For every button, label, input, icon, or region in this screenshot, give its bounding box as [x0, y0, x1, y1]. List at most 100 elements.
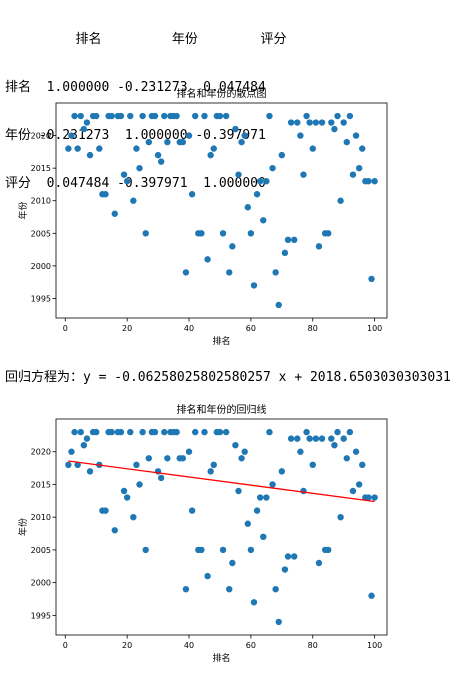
- data-point: [111, 527, 118, 534]
- data-point: [204, 256, 211, 263]
- data-point: [340, 119, 347, 126]
- data-point: [315, 243, 323, 250]
- data-point: [102, 507, 109, 514]
- data-point: [337, 513, 344, 521]
- data-point: [294, 119, 301, 126]
- data-point: [278, 468, 286, 475]
- data-point: [108, 428, 115, 436]
- data-point: [123, 494, 131, 501]
- data-point: [343, 455, 350, 462]
- y-tick-label: 2015: [31, 480, 51, 489]
- y-tick-label: 2010: [31, 197, 51, 206]
- data-point: [260, 217, 267, 224]
- data-point: [331, 441, 338, 449]
- regression-equation: 回归方程为：y = -0.06258025802580257 x + 2018.…: [5, 370, 451, 385]
- x-tick-label: 100: [367, 324, 382, 333]
- data-point: [238, 138, 245, 146]
- data-point: [232, 125, 239, 133]
- data-point: [281, 566, 289, 573]
- x-tick-label: 0: [63, 641, 68, 650]
- x-tick-label: 40: [184, 324, 194, 333]
- data-point: [334, 112, 341, 120]
- data-point: [192, 112, 199, 120]
- data-point: [86, 468, 94, 475]
- correlation-header: 排名 年份 评分: [5, 32, 287, 47]
- data-point: [219, 546, 227, 554]
- x-tick-label: 80: [308, 324, 318, 333]
- data-point: [83, 119, 91, 126]
- data-point: [343, 138, 350, 146]
- data-point: [188, 191, 196, 198]
- data-point: [368, 592, 375, 599]
- data-point: [93, 112, 100, 120]
- data-point: [287, 435, 295, 442]
- y-tick-label: 2000: [31, 262, 51, 271]
- data-point: [303, 428, 310, 436]
- data-point: [77, 112, 84, 120]
- data-point: [300, 171, 307, 178]
- data-point: [130, 513, 137, 521]
- data-point: [346, 428, 354, 436]
- data-point: [68, 448, 75, 455]
- data-point: [210, 461, 217, 469]
- data-point: [309, 461, 316, 469]
- data-point: [164, 455, 171, 462]
- data-point: [325, 230, 332, 237]
- data-point: [352, 448, 360, 455]
- data-point: [331, 125, 338, 133]
- data-point: [151, 428, 159, 436]
- data-point: [297, 132, 304, 139]
- data-point: [355, 164, 363, 172]
- y-axis-label: 年份: [17, 518, 29, 536]
- data-point: [179, 455, 187, 462]
- data-point: [235, 171, 242, 178]
- data-point: [65, 145, 72, 152]
- data-point: [102, 191, 109, 198]
- data-point: [269, 164, 276, 172]
- data-point: [127, 112, 134, 120]
- data-point: [192, 428, 199, 436]
- data-point: [127, 428, 134, 436]
- data-point: [179, 138, 187, 146]
- data-point: [238, 455, 245, 462]
- x-axis-label: 排名: [212, 652, 230, 664]
- data-point: [346, 112, 354, 120]
- data-point: [229, 559, 236, 567]
- y-tick-label: 2020: [31, 132, 51, 141]
- data-point: [74, 145, 81, 152]
- data-point: [244, 204, 251, 211]
- data-point: [68, 132, 75, 139]
- data-point: [309, 145, 316, 152]
- data-point: [241, 448, 248, 455]
- data-point: [278, 151, 286, 159]
- data-point: [290, 236, 298, 244]
- y-tick-label: 2000: [31, 579, 51, 588]
- data-point: [371, 494, 378, 501]
- y-tick-label: 2010: [31, 513, 51, 522]
- data-point: [71, 428, 78, 436]
- y-tick-label: 2005: [31, 229, 51, 238]
- data-point: [275, 301, 282, 309]
- data-point: [232, 441, 239, 449]
- x-tick-label: 100: [367, 641, 382, 650]
- chart-title: 排名和年份的回归线: [177, 403, 267, 416]
- data-point: [204, 572, 211, 580]
- data-point: [142, 546, 149, 554]
- data-point: [272, 269, 279, 276]
- data-point: [235, 487, 242, 495]
- data-point: [294, 435, 301, 442]
- data-point: [151, 112, 159, 120]
- data-point: [334, 428, 341, 436]
- data-point: [96, 145, 103, 152]
- data-point: [154, 151, 162, 159]
- data-point: [222, 428, 230, 436]
- x-tick-label: 40: [184, 641, 194, 650]
- y-tick-label: 2005: [31, 546, 51, 555]
- data-point: [328, 119, 335, 126]
- data-point: [226, 585, 233, 593]
- data-point: [222, 112, 230, 120]
- data-point: [275, 618, 282, 626]
- data-point: [368, 275, 375, 283]
- data-point: [120, 487, 128, 495]
